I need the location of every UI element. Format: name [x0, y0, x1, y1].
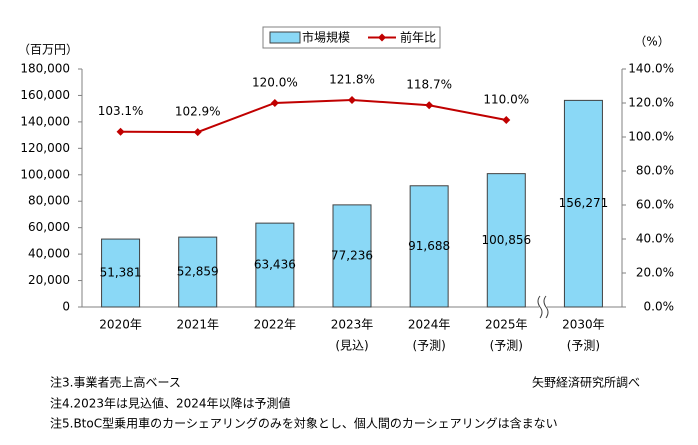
y2-tick-label: 100.0% — [628, 130, 674, 144]
line-label: 118.7% — [406, 78, 452, 92]
x-tick-note: (見込) — [335, 339, 368, 353]
line — [120, 98, 507, 134]
bar-label: 63,436 — [254, 258, 296, 272]
bar-label: 51,381 — [100, 266, 142, 280]
marker — [425, 101, 434, 110]
y-tick-label: 60,000 — [28, 220, 70, 234]
y2-unit: （%） — [634, 35, 669, 49]
bar — [178, 236, 218, 308]
x-tick-label: 2025年 — [485, 318, 528, 332]
y-tick-label: 180,000 — [20, 62, 70, 76]
marker — [193, 128, 202, 137]
legend-label: 市場規模 — [302, 30, 350, 45]
bar — [101, 238, 141, 308]
y2-tick-label: 120.0% — [628, 96, 674, 110]
bar — [409, 185, 449, 308]
note: 注3.事業者売上高ベース — [50, 375, 181, 390]
line-label: 121.8% — [329, 72, 375, 86]
y2-tick-label: 20.0% — [636, 266, 674, 280]
note: 注5.BtoC型乗用車のカーシェアリングのみを対象とし、個人間のカーシェアリング… — [50, 416, 558, 431]
y2-tick-label: 40.0% — [636, 232, 674, 246]
y-tick-label: 40,000 — [28, 247, 70, 261]
x-tick-note: (予測) — [490, 339, 523, 353]
marker — [348, 95, 356, 104]
legend-swatch — [269, 31, 301, 44]
marker — [270, 99, 279, 107]
y2-tick-label: 0.0% — [644, 300, 675, 314]
y-tick-label: 80,000 — [28, 194, 70, 208]
x-tick-label: 2021年 — [176, 318, 219, 332]
bar-label: 52,859 — [177, 265, 219, 279]
y2-tick-label: 80.0% — [636, 164, 674, 178]
x-tick-label: 2023年 — [331, 318, 374, 332]
bar — [255, 222, 295, 308]
y-tick-label: 160,000 — [20, 88, 70, 102]
y-tick-label: 140,000 — [20, 114, 70, 128]
x-tick-label: 2030年 — [562, 318, 605, 332]
y2-tick-label: 140.0% — [628, 62, 674, 76]
legend-label: 前年比 — [400, 30, 436, 45]
x-tick-label: 2022年 — [254, 318, 297, 332]
line-label: 110.0% — [483, 93, 529, 107]
bar — [332, 204, 372, 308]
legend-box — [262, 26, 441, 49]
x-tick-note: (予測) — [567, 339, 600, 353]
y2-tick-label: 60.0% — [636, 198, 674, 212]
line-label: 120.0% — [252, 76, 298, 90]
axis-break — [537, 295, 549, 319]
marker — [502, 116, 511, 124]
x-tick-label: 2024年 — [408, 318, 451, 332]
line-label: 103.1% — [98, 104, 144, 118]
x-tick-label: 2020年 — [99, 318, 142, 332]
y-tick-label: 100,000 — [20, 167, 70, 181]
legend-swatch — [378, 33, 386, 42]
bar-label: 100,856 — [481, 233, 531, 247]
note: 注4.2023年は見込値、2024年以降は予測値 — [50, 396, 291, 411]
bar — [563, 99, 603, 308]
y-tick-label: 120,000 — [20, 141, 70, 155]
y-tick-label: 0 — [62, 300, 70, 314]
y-unit: （百万円） — [18, 43, 78, 57]
y-tick-label: 20,000 — [28, 273, 70, 287]
bar — [486, 173, 526, 308]
marker — [116, 127, 125, 136]
bar-label: 156,271 — [559, 196, 609, 210]
bar-label: 91,688 — [408, 239, 450, 253]
bar-label: 77,236 — [331, 248, 373, 262]
source: 矢野経済研究所調べ — [532, 375, 640, 390]
x-tick-note: (予測) — [412, 339, 445, 353]
line-label: 102.9% — [175, 105, 221, 119]
